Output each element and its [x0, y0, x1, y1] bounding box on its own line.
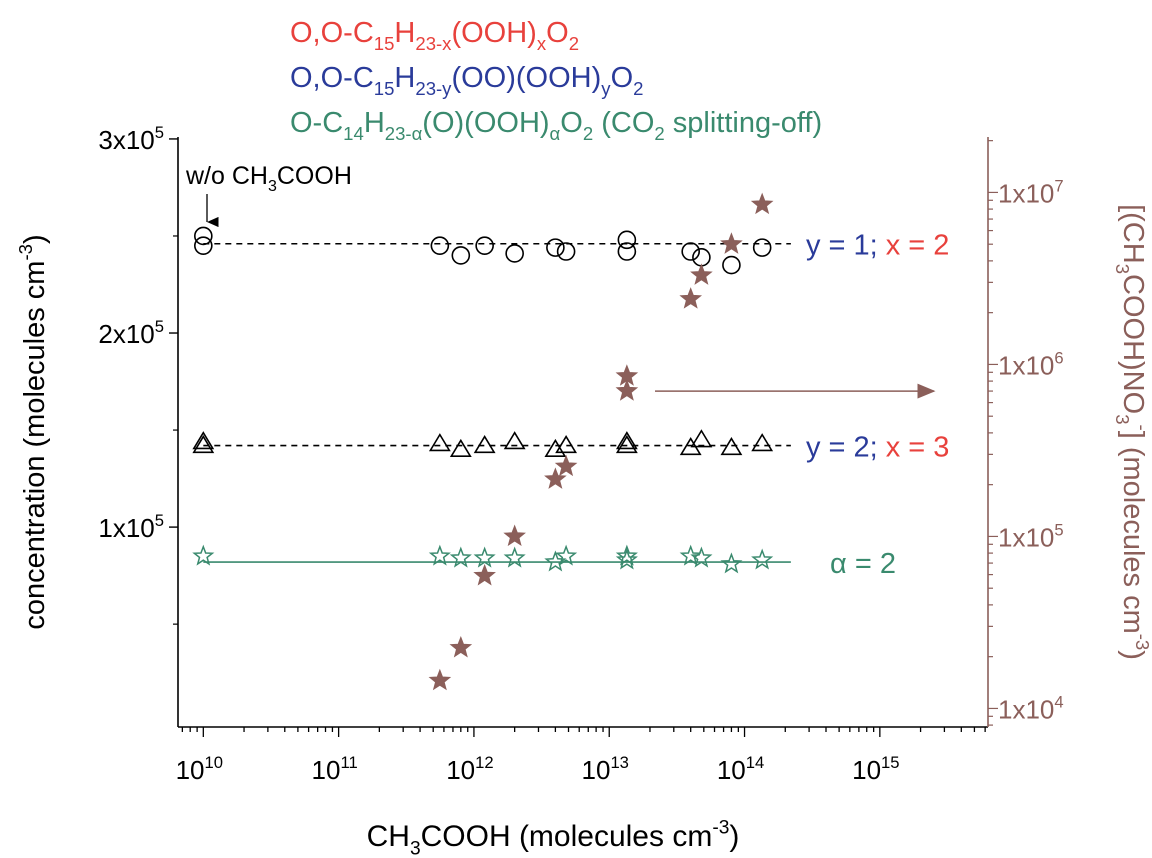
filled-star-marker: [554, 454, 578, 477]
open-star-marker: [503, 546, 526, 568]
x-tick-label: 1014: [717, 753, 764, 785]
y-right-axis-label: [(CH3COOH)NO3-] (molecules cm-3): [1112, 204, 1152, 660]
y-left-tick-label: 3x105: [98, 123, 164, 155]
y-left-tick-label: 1x105: [98, 511, 164, 543]
open-star-marker: [690, 546, 713, 568]
open-star-marker: [615, 544, 638, 566]
x-tick-label: 1010: [176, 753, 223, 785]
filled-star-marker: [449, 635, 473, 658]
open-star-marker: [555, 544, 578, 566]
open-star-marker: [473, 546, 496, 568]
filled-star-marker: [615, 379, 639, 401]
filled-star-marker: [428, 668, 452, 691]
circle-marker: [681, 242, 700, 261]
filled-star-marker: [750, 192, 774, 215]
triangle-marker: [473, 435, 496, 454]
filled-star-marker: [544, 467, 567, 489]
triangle-marker: [192, 431, 215, 450]
circle-marker: [692, 248, 711, 267]
y-left-axis-label: concentration (molecules cm-3): [15, 234, 51, 629]
x-tick-label: 1011: [312, 753, 358, 785]
triangle-marker: [690, 429, 713, 448]
triangle-marker: [751, 433, 774, 452]
fit-lines: [203, 242, 791, 563]
filled-star-marker: [473, 563, 496, 586]
circle-marker: [556, 242, 576, 261]
triangle-marker: [449, 438, 472, 458]
filled-star-marker: [720, 232, 743, 254]
triangle-marker: [615, 435, 638, 454]
open-star-marker: [615, 548, 638, 570]
y-right-tick-label: 1x105: [998, 521, 1064, 553]
y-right-tick-label: 1x107: [998, 177, 1064, 209]
open-star-marker: [428, 544, 451, 566]
triangle-marker: [503, 431, 526, 450]
x-axis-label: CH3COOH (molecules cm-3): [367, 817, 740, 858]
triangle-marker: [720, 436, 743, 456]
legend-entry-2: O,O-C15H23-y(OO)(OOH)yO2: [290, 62, 643, 99]
triangle-marker: [192, 435, 215, 454]
filled-star-marker: [503, 524, 526, 547]
triangle-marker: [428, 433, 451, 452]
open-star-marker: [679, 544, 702, 566]
x-tick-label: 1012: [446, 753, 493, 785]
label-y2-x3: y = 2; x = 3: [806, 432, 949, 464]
circle-marker: [475, 236, 494, 255]
open-star-marker: [720, 552, 743, 574]
circle-marker: [505, 244, 524, 263]
circle-marker: [546, 238, 565, 257]
circle-marker: [451, 246, 471, 265]
x-tick-label: 1013: [582, 753, 629, 785]
filled-star-marker: [679, 287, 703, 309]
circle-marker: [617, 230, 637, 250]
circle-marker: [722, 255, 741, 275]
circle-marker: [194, 226, 213, 246]
circle-marker: [430, 236, 450, 255]
triangle-marker: [544, 438, 567, 458]
circle-marker: [194, 236, 213, 255]
y-left-tick-label: 2x105: [98, 317, 164, 349]
open-star-marker: [751, 548, 774, 570]
filled-star-marker: [690, 263, 713, 285]
axes: 1010 1011 1012 1013 1014 1015 CH3COOH (molecul…: [15, 123, 1152, 858]
open-star-marker: [449, 546, 472, 568]
data-points: [192, 192, 774, 691]
legend: O,O-C15H23-x(OOH)xO2 O,O-C15H23-y(OO)(OOH…: [290, 17, 822, 144]
circle-marker: [617, 242, 637, 261]
circle-marker: [752, 238, 772, 257]
no-acid-label: w/o CH3COOH: [185, 162, 352, 195]
open-star-marker: [192, 544, 215, 566]
legend-entry-1: O,O-C15H23-x(OOH)xO2: [290, 17, 579, 54]
label-alpha-2: α = 2: [830, 548, 896, 580]
annotations: w/o CH3COOH y = 1; x = 2 y = 2; x = 3 α = 2: [185, 162, 949, 580]
legend-entry-3: O-C14H23-α(O)(OOH)αO2 (CO2 splitting-off…: [290, 107, 822, 144]
triangle-marker: [615, 431, 638, 450]
y-right-tick-label: 1x104: [998, 693, 1064, 725]
y-right-tick-label: 1x106: [998, 349, 1064, 381]
triangle-marker: [555, 435, 578, 454]
label-y1-x2: y = 1; x = 2: [806, 230, 949, 262]
x-tick-label: 1015: [852, 753, 899, 785]
